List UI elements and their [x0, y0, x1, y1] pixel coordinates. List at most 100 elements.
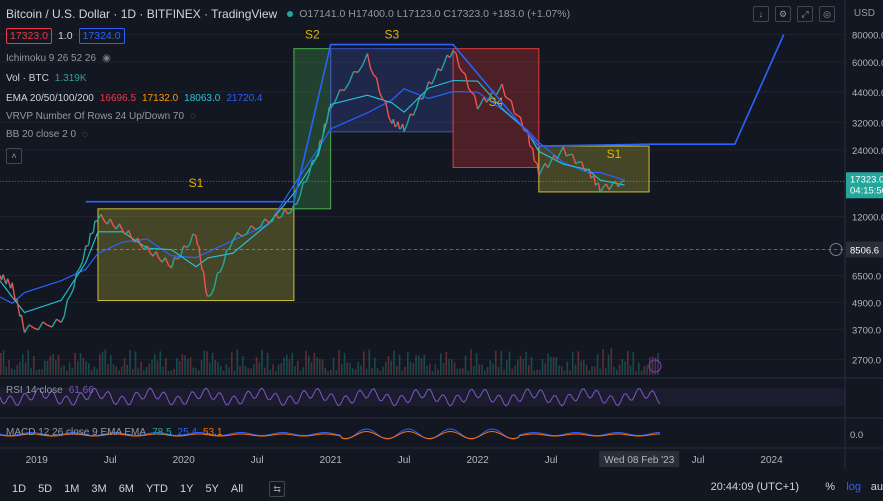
fullscreen-icon[interactable]: ⤢: [797, 6, 813, 22]
volume-bar: [657, 353, 659, 375]
price-candle: [189, 233, 194, 245]
ichimoku-label: Ichimoku 9 26 52 26: [6, 53, 97, 64]
crosshair-date-badge: [599, 451, 680, 467]
volume-bar: [126, 364, 129, 375]
ema-legend[interactable]: EMA 20/50/100/200 16696.5 17132.0 18063.…: [6, 93, 262, 104]
download-icon[interactable]: ↓: [753, 6, 769, 22]
vrvp-legend[interactable]: VRVP Number Of Rows 24 Up/Down 70 ◌: [6, 111, 196, 122]
price-candle: [527, 133, 531, 146]
clock[interactable]: 20:44:09 (UTC+1): [710, 481, 799, 493]
tf-1m[interactable]: 1M: [64, 482, 80, 495]
price-tick-label: 4900.0: [852, 298, 881, 309]
volume-bar: [176, 358, 178, 375]
tf-ytd[interactable]: YTD: [145, 482, 168, 495]
volume-bar: [368, 349, 371, 375]
volume-bar: [49, 355, 52, 375]
volume-bar: [371, 367, 373, 375]
price-candle: [199, 260, 203, 270]
buy-price[interactable]: 17324.0: [78, 28, 125, 44]
price-candle: [149, 252, 154, 257]
volume-bar: [11, 368, 13, 375]
volume-legend[interactable]: Vol · BTC 1.319K: [6, 73, 87, 84]
tf-3m[interactable]: 3M: [91, 482, 107, 495]
zone-s4-3: [452, 48, 540, 168]
volume-bar: [16, 364, 19, 375]
volume-bar: [429, 363, 431, 375]
volume-bar: [445, 351, 448, 375]
volume-bar: [44, 360, 46, 375]
price-candle: [192, 233, 197, 237]
volume-bar: [555, 356, 558, 375]
volume-bar: [118, 370, 120, 375]
volume-bar: [605, 367, 607, 375]
volume-bar: [572, 351, 574, 375]
volume-bar: [580, 360, 582, 375]
price-candle: [131, 237, 136, 243]
price-candle: [388, 116, 393, 124]
volume-bar: [96, 368, 98, 375]
auto-toggle[interactable]: au: [870, 481, 883, 493]
rsi-legend[interactable]: RSI 14 close 61.66: [6, 385, 94, 396]
screenshot-icon[interactable]: ◎: [819, 6, 835, 22]
price-candle: [78, 261, 84, 269]
volume-bar: [632, 351, 635, 375]
chevron-up-icon[interactable]: ˄: [6, 148, 22, 164]
sell-price[interactable]: 17323.0: [6, 28, 52, 44]
price-candle: [28, 324, 35, 329]
volume-bar: [123, 358, 126, 375]
last-price-badge: [846, 172, 883, 199]
price-candle: [206, 294, 209, 297]
goto-date-icon[interactable]: ⇆: [269, 480, 286, 497]
tf-5y[interactable]: 5Y: [205, 482, 219, 495]
rsi-band: [0, 388, 845, 406]
volume-bar: [129, 349, 131, 375]
price-candle: [174, 256, 178, 260]
volume-bar: [544, 363, 547, 375]
volume-bar: [588, 370, 591, 375]
tf-6m[interactable]: 6M: [118, 482, 134, 495]
volume-bar: [255, 356, 258, 375]
price-candle: [412, 107, 418, 116]
tf-1d[interactable]: 1D: [12, 482, 27, 495]
log-toggle[interactable]: log: [846, 481, 861, 493]
volume-bar: [522, 358, 525, 375]
volume-bar: [231, 352, 233, 375]
price-candle: [597, 183, 601, 193]
zone-label: S2: [305, 28, 320, 42]
price-candle: [458, 66, 463, 72]
tf-1y[interactable]: 1Y: [179, 482, 194, 495]
volume-bar: [390, 360, 393, 375]
percent-toggle[interactable]: %: [825, 481, 835, 493]
macd-legend[interactable]: MACD 12 26 close 9 EMA EMA 78.5 25.4 53.…: [6, 427, 222, 438]
bb-legend[interactable]: BB 20 close 2 0 ◌: [6, 129, 88, 140]
price-candle: [443, 54, 448, 65]
tf-5d[interactable]: 5D: [38, 482, 53, 495]
price-candle: [72, 272, 78, 289]
symbol-title[interactable]: Bitcoin / U.S. Dollar · 1D · BITFINEX · …: [6, 7, 278, 21]
price-candle: [449, 50, 454, 58]
time-tick-label: Jul: [104, 455, 117, 466]
volume-bar: [613, 366, 615, 375]
settings-icon[interactable]: ⚙: [775, 6, 791, 22]
volume-bar: [434, 364, 437, 375]
price-candle: [480, 97, 485, 105]
volume-label: Vol · BTC: [6, 73, 49, 84]
price-candle: [486, 96, 491, 103]
tf-all[interactable]: All: [230, 482, 244, 495]
volume-bar: [478, 364, 481, 375]
volume-bar: [324, 367, 327, 375]
volume-value: 1.319K: [54, 73, 87, 84]
price-candle: [245, 225, 252, 235]
ichimoku-legend[interactable]: Ichimoku 9 26 52 26 ◉: [6, 53, 111, 64]
volume-bar: [52, 353, 54, 375]
eye-off-icon[interactable]: ◌: [190, 111, 196, 122]
currency-label[interactable]: USD: [853, 8, 875, 19]
price-candle: [375, 77, 381, 93]
macd-label: MACD 12 26 close 9 EMA EMA: [6, 427, 147, 438]
zone-label: S1: [607, 147, 622, 161]
volume-bar: [343, 352, 346, 375]
eye-icon[interactable]: ◉: [102, 53, 111, 64]
collapse-legend[interactable]: ˄: [6, 148, 22, 164]
eye-off-icon[interactable]: ◌: [82, 129, 88, 140]
